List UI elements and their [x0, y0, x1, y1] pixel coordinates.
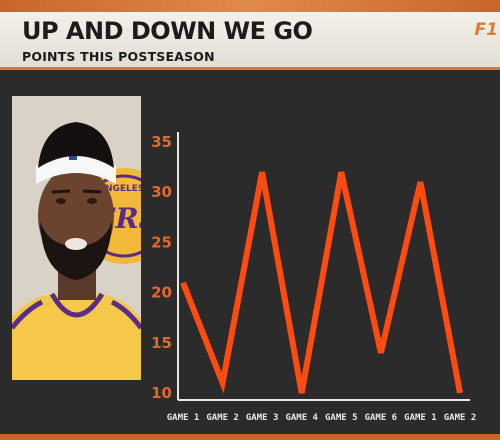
header-banner: UP AND DOWN WE GO POINTS THIS POSTSEASON…: [0, 12, 500, 70]
network-logo: F1: [474, 20, 498, 40]
bottom-accent-bar: [0, 434, 500, 440]
x-tick-label: GAME 1: [404, 413, 437, 423]
x-tick-label: GAME 1: [167, 413, 200, 423]
x-tick-label: GAME 2: [206, 413, 239, 423]
y-tick-label: 20: [151, 284, 172, 302]
x-tick-label: GAME 2: [444, 413, 477, 423]
x-tick-label: GAME 3: [246, 413, 279, 423]
top-accent-bar: [0, 0, 500, 12]
series-line: [180, 171, 463, 394]
x-tick-label: GAME 5: [325, 413, 358, 423]
player-portrait-illustration: ERS ANGELES: [12, 96, 141, 380]
player-photo: ERS ANGELES: [12, 96, 141, 380]
x-tick-label: GAME 4: [285, 413, 318, 423]
y-tick-label: 30: [151, 183, 172, 201]
x-axis: GAME 1 GAME 2 GAME 3 GAME 4 GAME 5 GAME 6 GAME…: [167, 413, 477, 423]
y-tick-label: 25: [151, 233, 172, 251]
x-tick-label: GAME 6: [365, 413, 398, 423]
headband: [36, 153, 116, 184]
y-axis: 10 15 20 25 30 35: [151, 133, 172, 402]
y-tick-label: 10: [151, 384, 172, 402]
y-tick-label: 15: [151, 334, 172, 352]
y-tick-label: 35: [151, 133, 172, 151]
graphic-title: UP AND DOWN WE GO: [22, 17, 313, 45]
graphic-subtitle: POINTS THIS POSTSEASON: [22, 49, 215, 64]
data-points: [182, 172, 461, 394]
team-logo-subtext: ANGELES: [98, 184, 141, 194]
